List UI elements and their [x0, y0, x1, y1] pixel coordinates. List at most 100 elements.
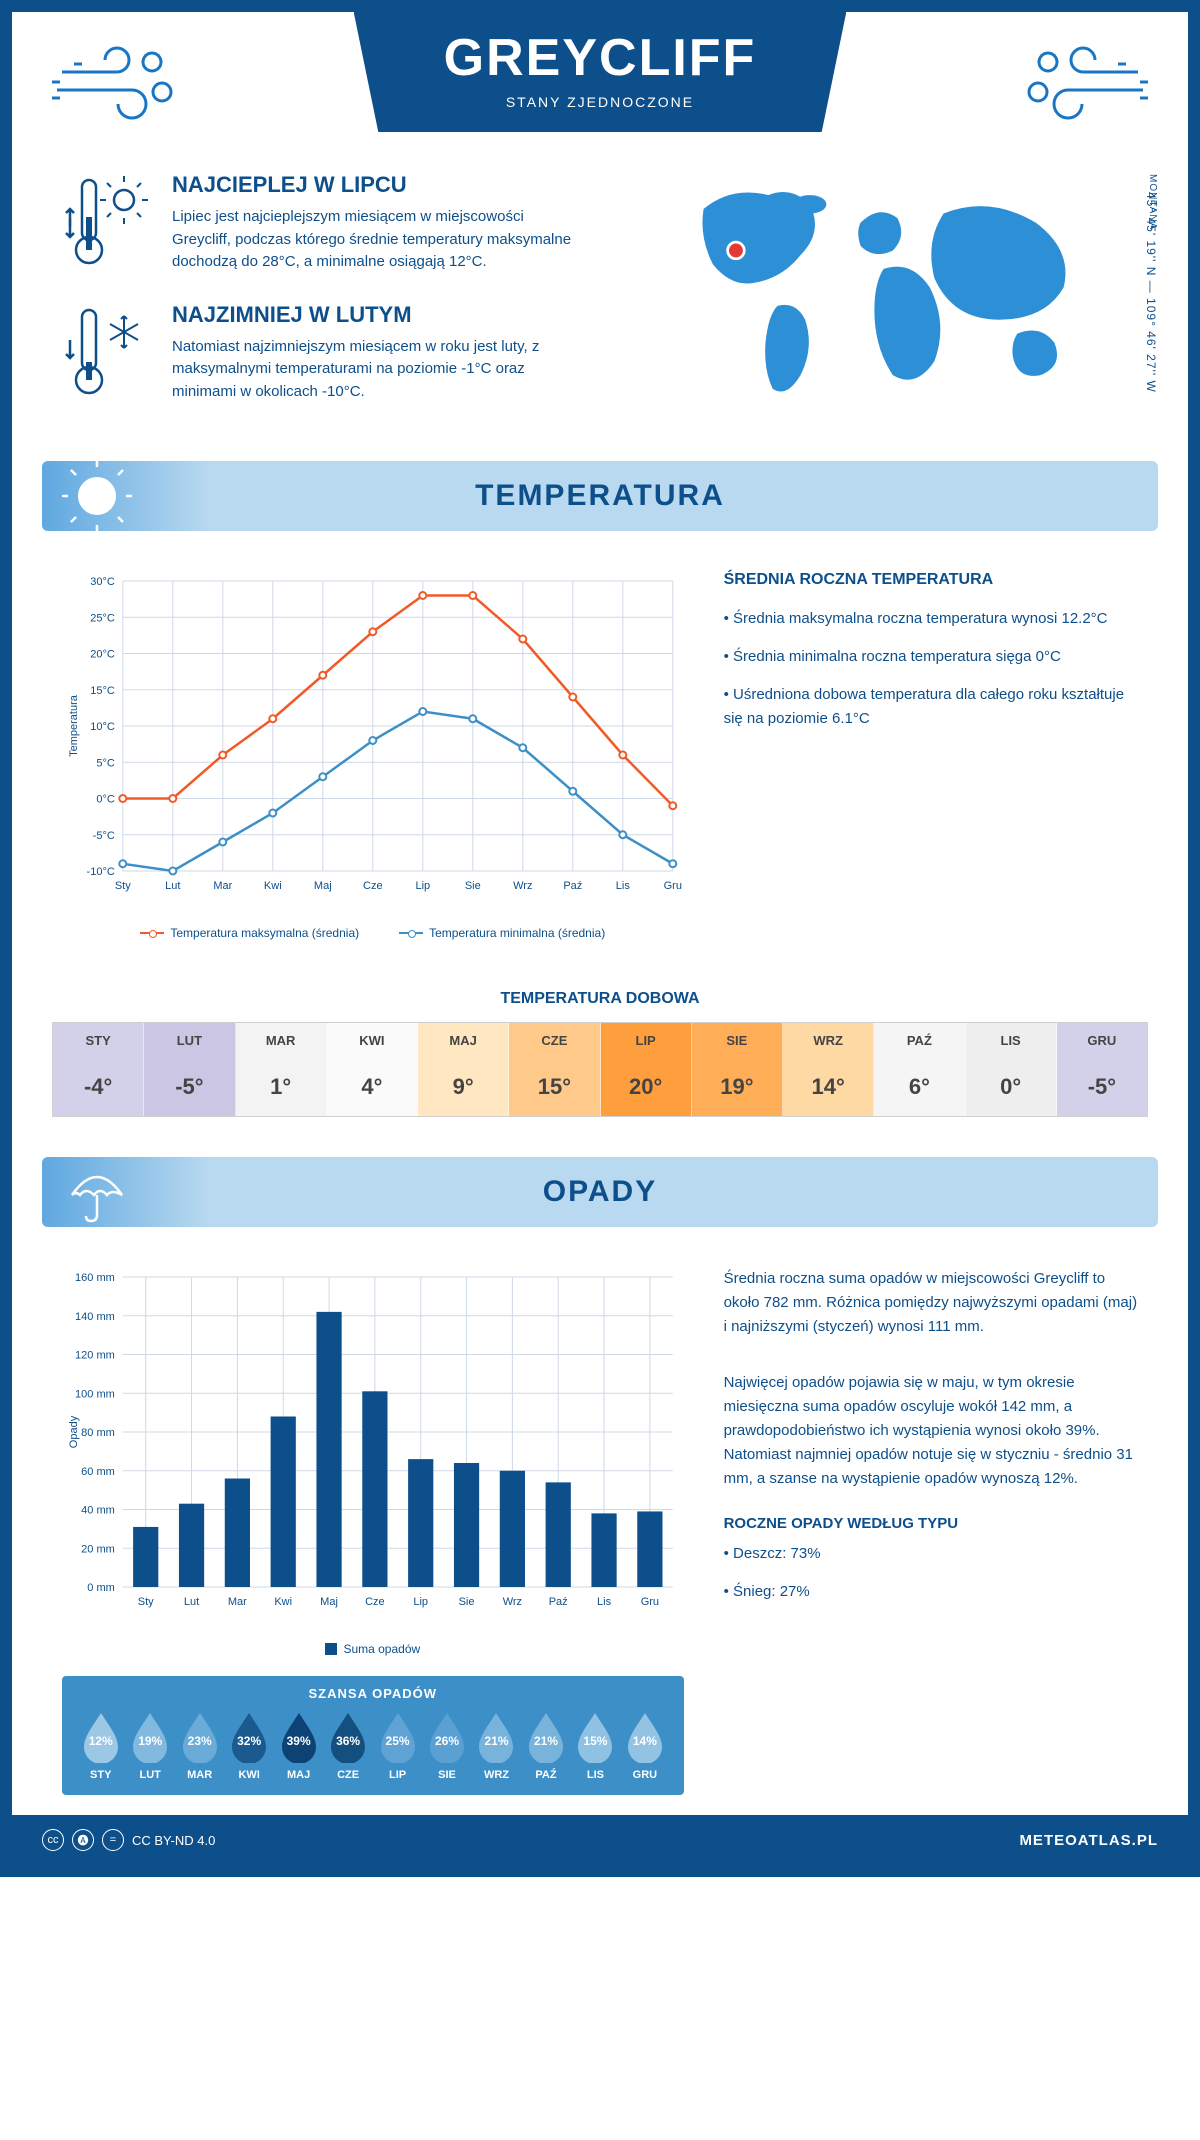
chance-month: CZE	[323, 1769, 372, 1781]
drop-icon: 21%	[475, 1711, 517, 1763]
location-marker	[728, 242, 745, 259]
svg-text:Maj: Maj	[320, 1596, 338, 1608]
chance-drop-item: 26% SIE	[422, 1711, 471, 1781]
svg-text:Lis: Lis	[597, 1596, 612, 1608]
site-name: METEOATLAS.PL	[1019, 1832, 1158, 1849]
daily-month: KWI	[327, 1023, 417, 1058]
chance-month: MAJ	[274, 1769, 323, 1781]
daily-cell: WRZ14°	[783, 1023, 874, 1116]
chance-month: MAR	[175, 1769, 224, 1781]
precip-desc-p2: Najwięcej opadów pojawia się w maju, w t…	[724, 1371, 1138, 1491]
license-text: CC BY-ND 4.0	[132, 1833, 215, 1848]
section-header-precip: OPADY	[42, 1157, 1158, 1227]
svg-text:Temperatura: Temperatura	[68, 694, 80, 757]
svg-text:Cze: Cze	[365, 1596, 385, 1608]
header: GREYCLIFF STANY ZJEDNOCZONE	[12, 12, 1188, 152]
daily-temperature-table: STY-4°LUT-5°MAR1°KWI4°MAJ9°CZE15°LIP20°S…	[52, 1022, 1148, 1117]
svg-text:-5°C: -5°C	[93, 830, 115, 842]
chance-value: 15%	[583, 1734, 607, 1748]
chance-value: 25%	[386, 1734, 410, 1748]
cc-icon: cc	[42, 1829, 64, 1851]
daily-cell: SIE19°	[692, 1023, 783, 1116]
daily-month: WRZ	[783, 1023, 873, 1058]
daily-month: LIP	[601, 1023, 691, 1058]
precip-type-snow: • Śnieg: 27%	[724, 1580, 1138, 1604]
section-header-temperature: TEMPERATURA	[42, 461, 1158, 531]
precip-type-title: ROCZNE OPADY WEDŁUG TYPU	[724, 1515, 1138, 1532]
svg-text:Wrz: Wrz	[503, 1596, 522, 1608]
daily-cell: MAJ9°	[418, 1023, 509, 1116]
drop-icon: 39%	[278, 1711, 320, 1763]
wind-icon-right	[1018, 42, 1148, 132]
chance-month: KWI	[224, 1769, 273, 1781]
drop-icon: 21%	[525, 1711, 567, 1763]
svg-text:-10°C: -10°C	[87, 866, 115, 878]
daily-cell: LIP20°	[601, 1023, 692, 1116]
precip-desc-p1: Średnia roczna suma opadów w miejscowośc…	[724, 1267, 1138, 1339]
daily-temp-title: TEMPERATURA DOBOWA	[12, 990, 1188, 1008]
svg-text:Paź: Paź	[549, 1596, 568, 1608]
location-title: GREYCLIFF	[444, 28, 757, 88]
chance-month: LUT	[125, 1769, 174, 1781]
svg-text:Maj: Maj	[314, 880, 332, 892]
chance-drop-item: 19% LUT	[125, 1711, 174, 1781]
svg-text:80 mm: 80 mm	[81, 1427, 115, 1439]
coords-label: 45° 45' 19'' N — 109° 46' 27'' W	[1144, 192, 1158, 393]
precip-legend-label: Suma opadów	[343, 1642, 420, 1656]
chance-value: 14%	[633, 1734, 657, 1748]
page-frame: GREYCLIFF STANY ZJEDNOCZONE	[0, 0, 1200, 1877]
location-subtitle: STANY ZJEDNOCZONE	[444, 94, 757, 110]
daily-month: GRU	[1057, 1023, 1147, 1058]
daily-value: 4°	[327, 1058, 417, 1116]
svg-text:Lis: Lis	[616, 880, 631, 892]
annual-temp-title: ŚREDNIA ROCZNA TEMPERATURA	[724, 571, 1138, 589]
daily-cell: LIS0°	[966, 1023, 1057, 1116]
thermometer-snow-icon	[62, 302, 152, 402]
drop-icon: 25%	[377, 1711, 419, 1763]
drop-icon: 14%	[624, 1711, 666, 1763]
fact-coldest-title: NAJZIMNIEJ W LUTYM	[172, 302, 580, 328]
chance-drop-item: 21% WRZ	[472, 1711, 521, 1781]
svg-text:100 mm: 100 mm	[75, 1388, 115, 1400]
thermometer-sun-icon	[62, 172, 152, 272]
chance-drop-item: 14% GRU	[620, 1711, 669, 1781]
chance-drop-item: 12% STY	[76, 1711, 125, 1781]
drop-icon: 26%	[426, 1711, 468, 1763]
daily-cell: MAR1°	[236, 1023, 327, 1116]
license-block: cc 🅐 = CC BY-ND 4.0	[42, 1829, 215, 1851]
precip-bar-chart: 0 mm20 mm40 mm60 mm80 mm100 mm120 mm140 …	[62, 1267, 684, 1627]
daily-value: 9°	[418, 1058, 508, 1116]
svg-text:10°C: 10°C	[90, 721, 115, 733]
chance-value: 12%	[89, 1734, 113, 1748]
svg-text:15°C: 15°C	[90, 685, 115, 697]
chance-month: SIE	[422, 1769, 471, 1781]
svg-text:Sie: Sie	[459, 1596, 475, 1608]
daily-value: -5°	[1057, 1058, 1147, 1116]
daily-value: 14°	[783, 1058, 873, 1116]
legend-max-label: Temperatura maksymalna (średnia)	[170, 926, 359, 940]
svg-text:Paź: Paź	[563, 880, 582, 892]
precip-chance-drops: 12% STY 19% LUT 23% MAR 32% KWI 39% MAJ	[76, 1711, 670, 1781]
daily-cell: PAŹ6°	[874, 1023, 965, 1116]
svg-text:Lip: Lip	[415, 880, 430, 892]
by-icon: 🅐	[72, 1829, 94, 1851]
svg-text:0°C: 0°C	[96, 794, 115, 806]
daily-month: LIS	[966, 1023, 1056, 1058]
daily-month: MAR	[236, 1023, 326, 1058]
title-banner: GREYCLIFF STANY ZJEDNOCZONE	[354, 12, 847, 132]
svg-text:Lut: Lut	[184, 1596, 199, 1608]
precip-chance-title: SZANSA OPADÓW	[76, 1686, 670, 1701]
svg-text:Wrz: Wrz	[513, 880, 532, 892]
intro-section: NAJCIEPLEJ W LIPCU Lipiec jest najcieple…	[12, 152, 1188, 461]
svg-text:Gru: Gru	[664, 880, 682, 892]
svg-text:120 mm: 120 mm	[75, 1350, 115, 1362]
wind-icon-left	[52, 42, 182, 132]
drop-icon: 12%	[80, 1711, 122, 1763]
legend-min-label: Temperatura minimalna (średnia)	[429, 926, 605, 940]
chance-drop-item: 15% LIS	[571, 1711, 620, 1781]
daily-cell: STY-4°	[53, 1023, 144, 1116]
chance-value: 36%	[336, 1734, 360, 1748]
daily-cell: GRU-5°	[1057, 1023, 1147, 1116]
chance-value: 21%	[484, 1734, 508, 1748]
chance-month: LIP	[373, 1769, 422, 1781]
